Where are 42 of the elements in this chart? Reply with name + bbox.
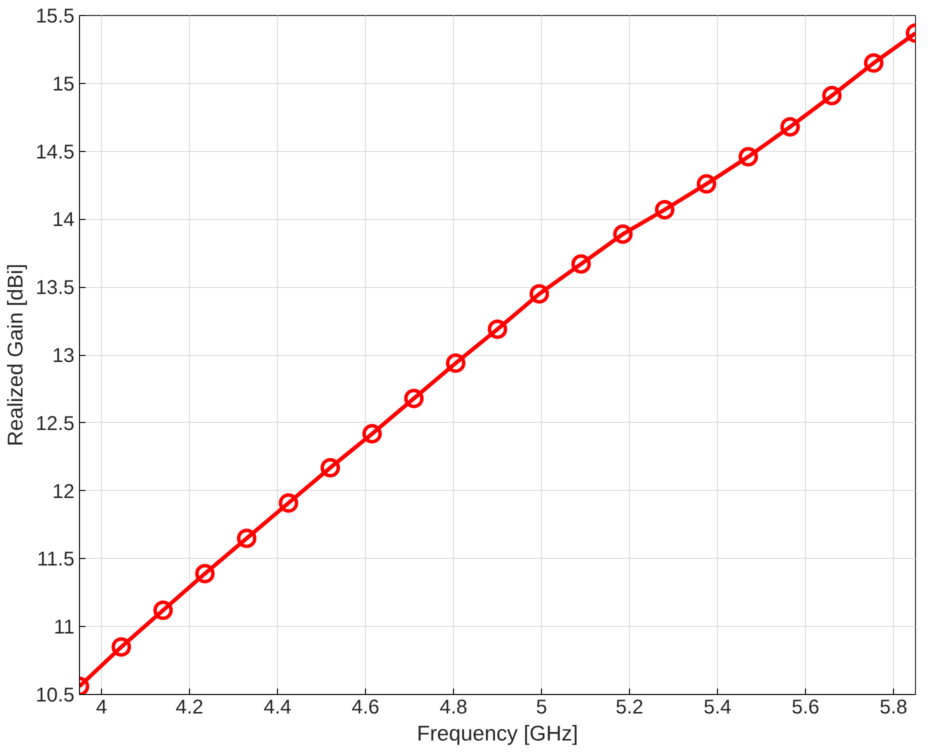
x-tick-label: 4.2 [176, 696, 204, 718]
y-tick-label: 12.5 [36, 412, 75, 435]
point [780, 117, 800, 137]
y-tick-label: 15 [52, 73, 75, 96]
point [654, 200, 674, 220]
point [195, 564, 215, 584]
x-axis-title: Frequency [GHz] [416, 722, 578, 746]
x-tick-label: 4.8 [440, 696, 468, 718]
x-tick-label: 4.4 [264, 696, 292, 718]
x-tick-label: 5.6 [792, 696, 820, 718]
y-axis-title: Realized Gain [dBi] [4, 264, 28, 446]
point [320, 458, 340, 478]
y-tick-label: 14 [52, 209, 75, 232]
point [446, 353, 466, 373]
point [864, 53, 884, 73]
y-tick-label: 13 [52, 345, 75, 367]
point [738, 147, 758, 166]
point [404, 388, 424, 408]
x-tick-label: 4 [96, 696, 108, 718]
x-tick-label: 5.4 [704, 696, 732, 718]
x-tick-label: 5.2 [616, 696, 644, 718]
y-tick-label: 10.5 [36, 684, 75, 706]
point [488, 319, 508, 339]
point [153, 600, 173, 620]
x-tick-label: 5 [536, 696, 548, 718]
point [236, 528, 256, 548]
point [362, 424, 382, 444]
y-tick-label: 11.5 [37, 548, 75, 571]
point [571, 254, 591, 274]
point [530, 284, 550, 304]
point [278, 493, 298, 513]
point [613, 224, 633, 244]
x-tick-label: 5.8 [880, 696, 908, 718]
point [822, 86, 842, 106]
y-tick-label: 11 [54, 616, 75, 639]
x-tick-label: 4.6 [352, 696, 380, 718]
point [112, 637, 132, 657]
y-tick-label: 13.5 [36, 277, 75, 300]
y-tick-label: 15.5 [36, 6, 75, 28]
y-tick-label: 12 [52, 480, 75, 503]
point [696, 174, 716, 194]
y-tick-label: 14.5 [36, 141, 75, 164]
